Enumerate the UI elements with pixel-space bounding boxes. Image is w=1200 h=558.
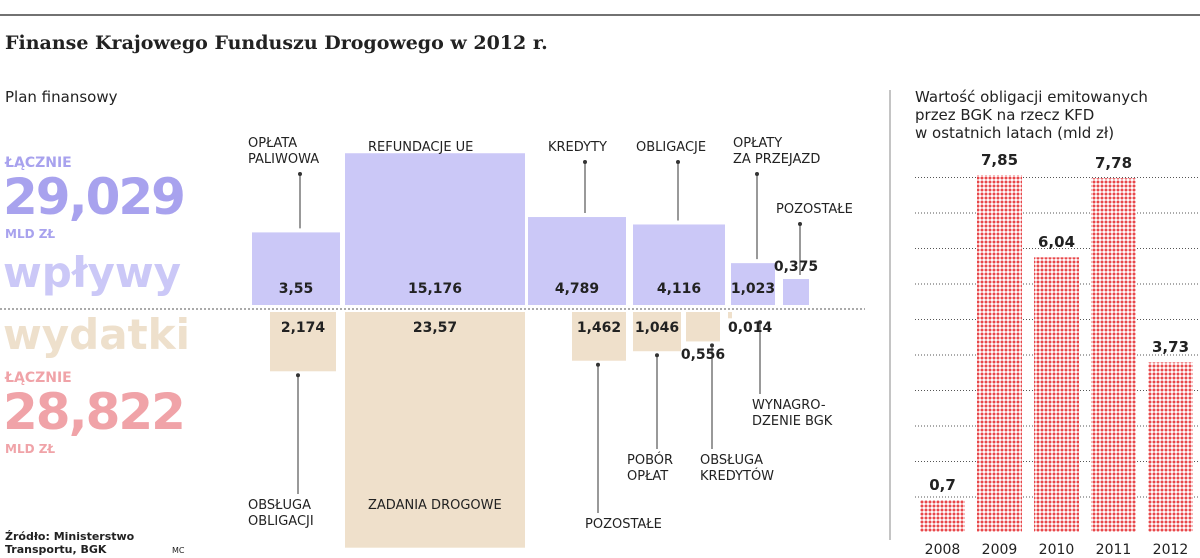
bar: [252, 232, 340, 305]
leader-dot: [798, 222, 802, 226]
leader-dot: [583, 160, 587, 164]
category-label: OPŁATY ZA PRZEJAZD: [733, 136, 821, 167]
leader-dot: [710, 343, 714, 348]
leader-dot: [676, 160, 680, 164]
bar: [977, 175, 1022, 532]
total-value: 28,822: [3, 383, 186, 441]
bar: [783, 279, 809, 305]
total-unit: MLD ZŁ: [5, 227, 56, 241]
chart-title: Wartość obligacji emitowanych przez BGK …: [915, 88, 1148, 142]
bar: [920, 500, 965, 532]
category-label: OBSŁUGA KREDYTÓW: [700, 453, 775, 484]
series-name: wpływy: [3, 248, 182, 297]
value-label: 23,57: [412, 320, 458, 336]
bar: [731, 263, 775, 305]
bar: [686, 312, 720, 342]
category-label: POZOSTAŁE: [776, 202, 853, 217]
bar: [345, 153, 525, 305]
leader-dot: [655, 353, 659, 358]
category-label: OBLIGACJE: [636, 140, 707, 155]
value-label: 3,73: [1151, 338, 1190, 357]
value-label: 4,789: [554, 281, 600, 297]
title: Finanse Krajowego Funduszu Drogowego w 2…: [5, 32, 548, 54]
leader-dot: [758, 320, 762, 325]
bar: [528, 217, 626, 305]
value-label: 0,375: [773, 259, 819, 276]
value-label: 1,023: [730, 281, 776, 297]
value-label: 6,04: [1037, 233, 1076, 252]
category-label: KREDYTY: [548, 140, 607, 155]
bar: [633, 312, 681, 352]
x-tick-label: 2008: [924, 542, 961, 558]
series-name: wydatki: [3, 310, 190, 359]
x-tick-label: 2012: [1152, 542, 1189, 558]
total-label: ŁĄCZNIE: [5, 155, 72, 171]
value-label: 2,174: [280, 320, 326, 336]
category-label: POBÓR OPŁAT: [627, 453, 674, 484]
bar: [728, 312, 732, 319]
total-label: ŁĄCZNIE: [5, 370, 72, 386]
bar: [345, 312, 525, 548]
leader-dot: [755, 172, 759, 176]
source: Źródło: Ministerstwo Transportu, BGK: [5, 530, 135, 557]
total-value: 29,029: [3, 168, 186, 226]
value-label: 15,176: [407, 281, 463, 297]
value-label: 0,014: [728, 320, 773, 336]
value-label: 3,55: [278, 281, 314, 297]
category-label: REFUNDACJE UE: [368, 140, 474, 155]
subtitle: Plan finansowy: [5, 88, 118, 106]
value-label: 7,78: [1094, 154, 1133, 173]
leader-dot: [298, 172, 302, 176]
leader-dot: [596, 362, 600, 367]
category-label: POZOSTAŁE: [585, 517, 662, 532]
total-unit: MLD ZŁ: [5, 442, 56, 456]
x-tick-label: 2009: [981, 542, 1018, 558]
value-label: 7,85: [980, 151, 1019, 169]
value-label: 0,556: [680, 347, 726, 364]
x-tick-label: 2010: [1038, 542, 1075, 558]
category-label: WYNAGRO- DZENIE BGK: [752, 398, 833, 429]
bar: [1091, 178, 1136, 532]
category-label: OBSŁUGA OBLIGACJI: [248, 498, 314, 529]
x-tick-label: 2011: [1095, 542, 1132, 558]
category-label: OPŁATA PALIWOWA: [248, 136, 320, 167]
bar: [270, 312, 336, 372]
value-label: 1,046: [634, 320, 680, 336]
bar: [572, 312, 626, 361]
value-label: 4,116: [656, 281, 702, 297]
bar: [633, 224, 725, 305]
author: MC: [172, 546, 185, 555]
bar: [1148, 362, 1193, 532]
bar: [1034, 257, 1079, 532]
leader-dot: [296, 373, 300, 378]
value-label: 0,7: [929, 476, 956, 495]
value-label: 1,462: [576, 320, 622, 336]
category-label: ZADANIA DROGOWE: [368, 498, 502, 513]
